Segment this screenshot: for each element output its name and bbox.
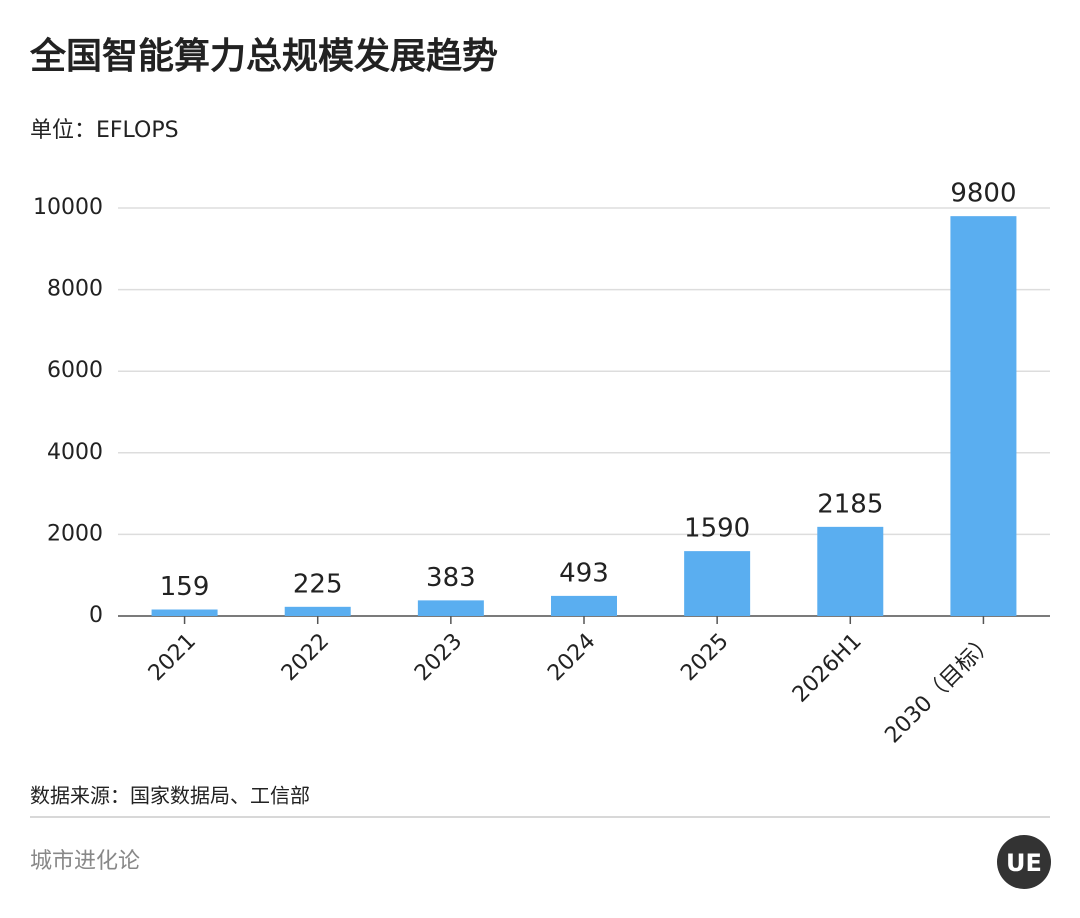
y-tick-label: 10000 [33, 195, 103, 220]
value-label: 159 [160, 572, 210, 602]
value-label: 2185 [817, 489, 883, 519]
bar [684, 551, 751, 616]
y-tick-label: 4000 [47, 440, 103, 465]
value-label: 9800 [950, 179, 1016, 209]
unit-label: 单位：EFLOPS [30, 118, 179, 143]
footer: 城市进化论 [30, 849, 140, 874]
chart-title: 全国智能算力总规模发展趋势 [29, 35, 498, 77]
bar [417, 600, 484, 616]
y-tick-label: 6000 [47, 358, 103, 383]
y-tick-label: 2000 [47, 521, 103, 546]
bar [551, 595, 617, 616]
source: 数据来源：国家数据局、工信部 [30, 784, 310, 808]
value-label: 383 [426, 563, 476, 593]
bar [950, 216, 1017, 616]
bar [284, 606, 351, 616]
logo-text: UE [1006, 849, 1042, 877]
value-label: 225 [293, 569, 343, 599]
y-tick-label: 8000 [47, 277, 103, 302]
logo [997, 835, 1051, 889]
y-tick-label: 0 [89, 603, 103, 628]
bar [151, 609, 218, 616]
bar [817, 526, 884, 616]
value-label: 1590 [684, 514, 750, 544]
value-label: 493 [559, 558, 609, 588]
